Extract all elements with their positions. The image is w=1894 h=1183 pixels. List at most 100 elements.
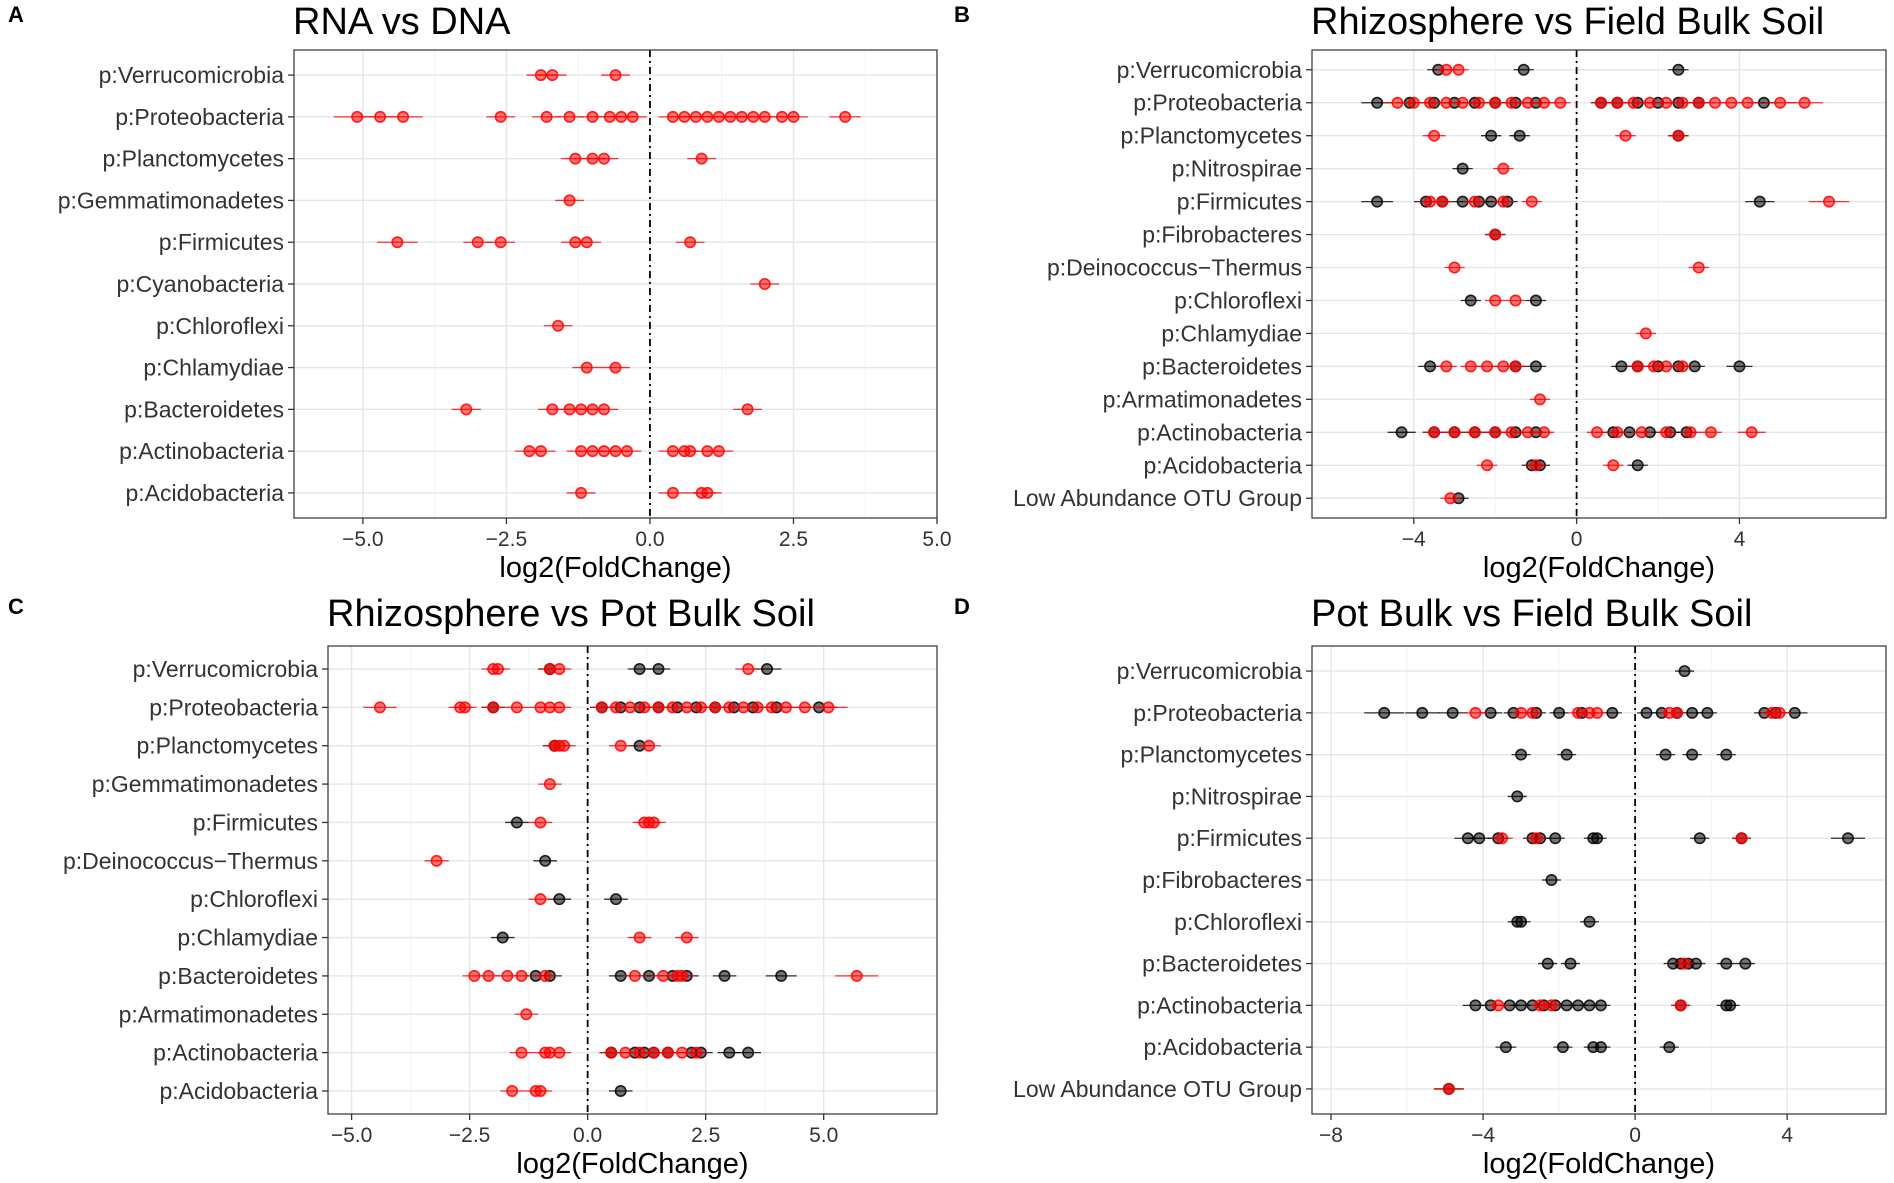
- category-label-p-deinococcus-thermus: p:Deinococcus−Thermus: [1047, 255, 1302, 281]
- x-tick-label: −4: [1402, 528, 1426, 551]
- data-point-red: [609, 361, 622, 374]
- category-label-p-armatimonadetes: p:Armatimonadetes: [119, 1001, 318, 1027]
- category-label-p-actinobacteria: p:Actinobacteria: [1137, 419, 1302, 445]
- x-axis-title: log2(FoldChange): [499, 552, 731, 584]
- x-tick-label: −4: [1471, 1124, 1495, 1147]
- category-label-p-proteobacteria: p:Proteobacteria: [149, 694, 318, 720]
- data-point-red: [1660, 360, 1673, 373]
- data-point-red: [1660, 96, 1673, 109]
- data-point-black: [652, 663, 665, 676]
- data-point-black: [1841, 832, 1854, 845]
- x-tick-label: −8: [1319, 1124, 1343, 1147]
- data-point-red: [534, 445, 547, 458]
- data-point-red: [1823, 195, 1836, 208]
- x-tick-label: −2.5: [449, 1124, 490, 1147]
- data-point-black: [1594, 999, 1607, 1012]
- data-point-red: [373, 701, 386, 714]
- x-tick-label: 2.5: [779, 528, 808, 551]
- data-point-red: [798, 701, 811, 714]
- x-tick-label: −5.0: [331, 1124, 372, 1147]
- data-point-red: [543, 778, 556, 791]
- panel-letter: B: [954, 2, 970, 27]
- plot-background: [1312, 50, 1886, 518]
- data-point-red: [491, 663, 504, 676]
- data-point-red: [1735, 832, 1748, 845]
- data-point-black: [1549, 832, 1562, 845]
- category-label-p-acidobacteria: p:Acidobacteria: [1143, 1034, 1302, 1060]
- data-point-black: [1733, 360, 1746, 373]
- data-point-red: [540, 110, 553, 123]
- chart-title: Rhizosphere vs Field Bulk Soil: [1311, 1, 1824, 43]
- data-point-red: [539, 969, 552, 982]
- category-label-p-bacteroidetes: p:Bacteroidetes: [158, 963, 318, 989]
- data-point-red: [1468, 195, 1481, 208]
- chart-title: Pot Bulk vs Field Bulk Soil: [1311, 593, 1752, 635]
- data-point-black: [1371, 195, 1384, 208]
- x-tick-label: 0: [1629, 1124, 1641, 1147]
- data-point-red: [1554, 96, 1567, 109]
- data-point-red: [680, 931, 693, 944]
- data-point-red: [758, 277, 771, 290]
- data-point-red: [558, 739, 571, 752]
- data-point-red: [1436, 195, 1449, 208]
- data-point-black: [496, 931, 509, 944]
- data-point-red: [614, 739, 627, 752]
- category-label-p-planctomycetes: p:Planctomycetes: [1120, 742, 1302, 768]
- category-label-p-actinobacteria: p:Actinobacteria: [1137, 992, 1302, 1018]
- data-point-red: [1538, 96, 1551, 109]
- data-point-black: [609, 893, 622, 906]
- data-point-red: [609, 69, 622, 82]
- data-point-red: [1481, 459, 1494, 472]
- data-point-black: [1529, 294, 1542, 307]
- data-point-red: [1497, 162, 1510, 175]
- data-point-black: [1416, 706, 1429, 719]
- panel-b: B Rhizosphere vs Field Bulk Soil p:Verruco…: [954, 1, 1887, 584]
- data-point-red: [850, 969, 863, 982]
- category-label-p-bacteroidetes: p:Bacteroidetes: [124, 396, 284, 422]
- data-point-black: [1553, 706, 1566, 719]
- data-point-red: [1692, 96, 1705, 109]
- data-point-black: [1517, 63, 1530, 76]
- panel-c: C Rhizosphere vs Pot Bulk Soil p:Verrucomi…: [8, 593, 938, 1180]
- data-point-black: [1606, 706, 1619, 719]
- data-point-red: [1672, 129, 1685, 142]
- data-point-red: [1529, 459, 1542, 472]
- data-point-red: [553, 1046, 566, 1059]
- data-point-red: [1489, 228, 1502, 241]
- data-point-black: [510, 816, 523, 829]
- data-point-red: [620, 445, 633, 458]
- data-point-red: [1492, 999, 1505, 1012]
- data-point-black: [1485, 129, 1498, 142]
- data-point-black: [723, 1046, 736, 1059]
- category-label-p-nitrospirae: p:Nitrospirae: [1172, 783, 1302, 809]
- data-point-red: [1468, 426, 1481, 439]
- x-tick-label: 5.0: [809, 1124, 838, 1147]
- data-point-red: [1595, 96, 1608, 109]
- data-point-black: [1529, 360, 1542, 373]
- panel-letter: A: [8, 2, 24, 27]
- category-label-p-gemmatimonadetes: p:Gemmatimonadetes: [92, 771, 318, 797]
- x-tick-label: 4: [1781, 1124, 1793, 1147]
- x-axis-title: log2(FoldChange): [516, 1148, 748, 1180]
- data-point-red: [1440, 96, 1453, 109]
- x-tick-label: −2.5: [486, 528, 527, 551]
- data-point-black: [1473, 832, 1486, 845]
- data-point-red: [1627, 96, 1640, 109]
- data-point-red: [1774, 96, 1787, 109]
- data-point-red: [1670, 706, 1683, 719]
- data-point-black: [1541, 957, 1554, 970]
- data-point-red: [510, 701, 523, 714]
- category-label-p-firmicutes: p:Firmicutes: [1177, 825, 1302, 851]
- category-label-p-bacteroidetes: p:Bacteroidetes: [1142, 951, 1302, 977]
- category-label-p-firmicutes: p:Firmicutes: [193, 809, 318, 835]
- category-label-p-verrucomicrobia: p:Verrucomicrobia: [1117, 57, 1303, 83]
- data-point-red: [1639, 327, 1652, 340]
- category-label-p-fibrobacteres: p:Fibrobacteres: [1142, 867, 1302, 893]
- data-point-red: [506, 1084, 519, 1097]
- data-point-black: [1788, 706, 1801, 719]
- data-point-black: [1395, 426, 1408, 439]
- panel-border: [327, 645, 938, 1115]
- data-point-red: [626, 110, 639, 123]
- data-point-red: [1497, 195, 1510, 208]
- data-point-black: [1464, 294, 1477, 307]
